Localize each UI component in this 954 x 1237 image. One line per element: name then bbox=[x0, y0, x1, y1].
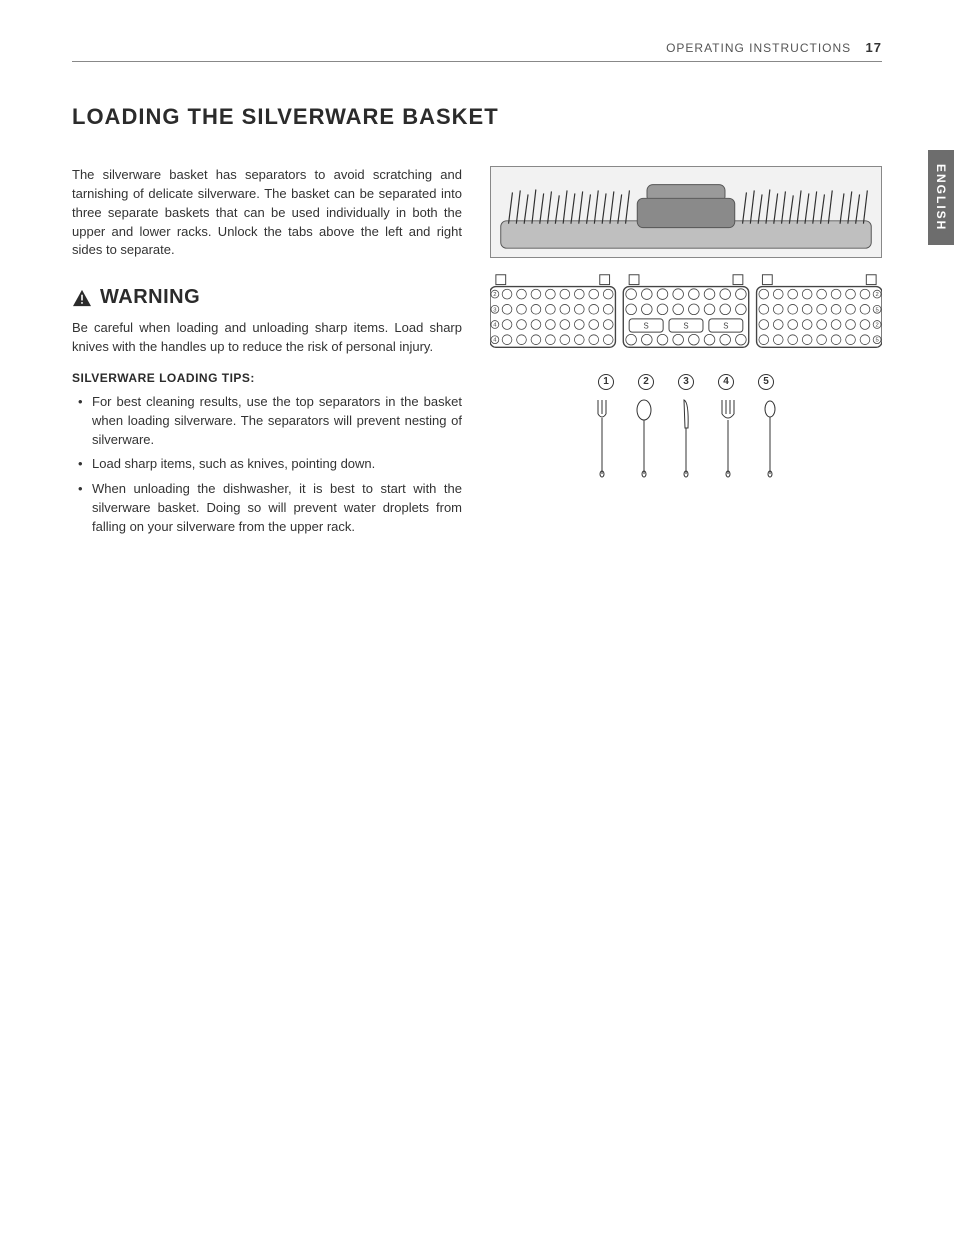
warning-label: WARNING bbox=[100, 286, 200, 309]
legend-number: 3 bbox=[678, 374, 694, 390]
legend-number: 5 bbox=[758, 374, 774, 390]
svg-text:S: S bbox=[683, 321, 688, 330]
knife-icon bbox=[675, 398, 697, 478]
svg-text:2: 2 bbox=[875, 292, 878, 298]
fork-icon bbox=[591, 398, 613, 478]
svg-text:2: 2 bbox=[875, 322, 878, 328]
running-header: OPERATING INSTRUCTIONS 17 bbox=[72, 40, 882, 62]
spoon-large-icon bbox=[633, 398, 655, 478]
language-tab: ENGLISH bbox=[928, 150, 954, 245]
intro-paragraph: The silverware basket has separators to … bbox=[72, 166, 462, 260]
legend-number: 1 bbox=[598, 374, 614, 390]
page-number: 17 bbox=[866, 40, 882, 55]
list-item: Load sharp items, such as knives, pointi… bbox=[76, 455, 462, 474]
svg-text:S: S bbox=[644, 321, 649, 330]
legend-number: 4 bbox=[718, 374, 734, 390]
header-section: OPERATING INSTRUCTIONS bbox=[666, 41, 851, 55]
warning-heading: WARNING bbox=[72, 286, 462, 309]
figure-basket-photo bbox=[490, 166, 882, 258]
list-item: When unloading the dishwasher, it is bes… bbox=[76, 480, 462, 537]
text-column: The silverware basket has separators to … bbox=[72, 166, 462, 543]
legend-utensils bbox=[490, 398, 882, 478]
list-item: For best cleaning results, use the top s… bbox=[76, 393, 462, 450]
svg-text:S: S bbox=[723, 321, 728, 330]
legend-number: 2 bbox=[638, 374, 654, 390]
figure-column: 2344SSS2525 1 2 3 4 5 bbox=[490, 166, 882, 543]
warning-text: Be careful when loading and unloading sh… bbox=[72, 319, 462, 357]
figure-basket-topview: 2344SSS2525 bbox=[490, 272, 882, 352]
svg-text:2: 2 bbox=[493, 292, 496, 298]
spoon-small-icon bbox=[759, 398, 781, 478]
tips-list: For best cleaning results, use the top s… bbox=[72, 393, 462, 537]
legend-numbers: 1 2 3 4 5 bbox=[490, 374, 882, 390]
tips-heading: SILVERWARE LOADING TIPS: bbox=[72, 371, 462, 385]
warning-triangle-icon bbox=[72, 289, 92, 307]
fork-wide-icon bbox=[717, 398, 739, 478]
page-title: LOADING THE SILVERWARE BASKET bbox=[72, 104, 882, 130]
